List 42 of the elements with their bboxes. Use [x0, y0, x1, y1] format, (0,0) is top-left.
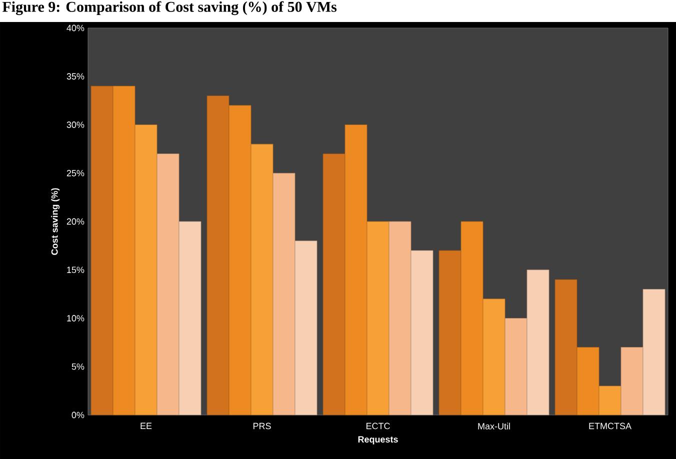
x-tick-label: ETMCTSA	[589, 422, 632, 430]
bar	[482, 298, 506, 416]
bar	[178, 221, 202, 416]
bar	[134, 124, 158, 416]
y-tick-label: 0%	[72, 412, 84, 418]
y-tick-label: 5%	[72, 363, 84, 370]
bar	[526, 270, 550, 416]
y-tick-label: 30%	[66, 122, 84, 128]
chart-title: Figure 9: Comparison of Cost saving (%) of 50 VMs	[2, 1, 337, 16]
bar	[460, 221, 484, 416]
y-tick-label: 40%	[66, 24, 84, 32]
y-axis-title: Cost saving (%)	[51, 188, 60, 255]
bar	[250, 144, 274, 416]
y-tick-label: 25%	[66, 170, 84, 176]
bar	[438, 250, 462, 416]
bar	[576, 347, 600, 416]
bar	[272, 172, 296, 416]
bar	[156, 154, 180, 416]
bar	[642, 289, 666, 416]
bar	[228, 105, 252, 416]
bar	[410, 250, 434, 416]
bar	[388, 221, 412, 416]
y-tick-label: 15%	[67, 266, 84, 274]
x-tick-label: ECTC	[366, 422, 390, 430]
x-tick-label: EE	[140, 422, 152, 429]
y-tick-label: 10%	[67, 315, 84, 322]
bar	[294, 240, 318, 416]
y-tick-label: 20%	[66, 218, 84, 225]
x-tick-label: PRS	[253, 422, 271, 430]
bar	[322, 154, 346, 416]
bar	[620, 347, 644, 416]
bar	[344, 124, 368, 416]
bar	[554, 279, 578, 416]
bar	[112, 86, 136, 416]
x-axis-title: Requests	[358, 436, 398, 444]
bar	[206, 96, 230, 416]
bar	[366, 221, 390, 416]
bar	[598, 386, 622, 416]
y-tick-label: 35%	[66, 73, 84, 80]
bar	[504, 318, 528, 416]
bar	[90, 86, 114, 416]
x-tick-label: Max-Util	[478, 422, 510, 430]
